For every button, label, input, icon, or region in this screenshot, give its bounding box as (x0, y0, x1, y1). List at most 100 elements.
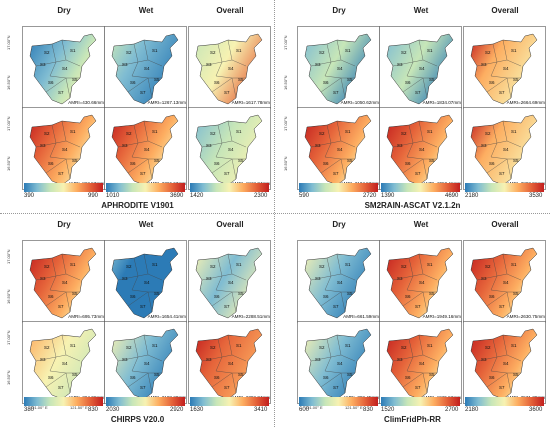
subbasin-boundary (55, 59, 67, 63)
region-label: S1 (70, 343, 76, 348)
region-label: S5 (347, 372, 353, 377)
column-header-wet: Wet (413, 220, 429, 229)
subbasin-boundary (402, 291, 424, 307)
region-label: S3 (481, 357, 487, 362)
region-label: S4 (419, 361, 425, 366)
region-label: S2 (401, 50, 407, 55)
colorbar (299, 183, 378, 192)
region-label: S1 (511, 129, 517, 134)
region-label: S5 (347, 158, 353, 163)
lat-tick-label: 16.50°N (6, 370, 11, 386)
colorbar-max-label: 3600 (529, 407, 543, 413)
subbasin-boundary (201, 356, 223, 362)
region-label: S5 (347, 291, 353, 296)
colorbar (381, 183, 460, 192)
region-label: S1 (70, 48, 76, 53)
subbasin-boundary (221, 59, 233, 63)
colorbar-min-label: 1390 (381, 193, 395, 199)
region-label: S3 (122, 276, 128, 281)
subbasin-boundary (340, 77, 346, 99)
colorbar-min-label: 2030 (106, 407, 120, 413)
subbasin-boundary (320, 372, 342, 388)
dataset-title: CHIRPS V20.0 (110, 415, 165, 424)
region-label: S4 (419, 147, 425, 152)
subbasin-boundary (330, 59, 342, 63)
subbasin-boundary (392, 61, 414, 67)
map-panel: S1 S2 S3 S4 S5 S6 S7 AMRI=430.66mm (22, 26, 105, 109)
region-label: S4 (337, 147, 343, 152)
colorbar (106, 183, 185, 192)
dataset-title: ClimFridPh-RR (384, 415, 441, 424)
amri-label: AMRI=1050.62mm (341, 100, 380, 105)
subbasin-boundary (147, 372, 153, 394)
region-label: S1 (345, 48, 351, 53)
subbasin-boundary (412, 140, 424, 144)
region-label: S7 (333, 304, 339, 309)
subbasin-boundary (117, 275, 139, 281)
amri-label: AMRI=1267.13mm (148, 100, 187, 105)
colorbar (24, 397, 103, 406)
colorbar-min-label: 590 (299, 193, 310, 199)
column-header-wet: Wet (138, 220, 154, 229)
amri-label: AMRI=695.73mm (68, 314, 104, 319)
region-label: S5 (429, 158, 435, 163)
region-label: S3 (40, 357, 46, 362)
region-label: S3 (397, 276, 403, 281)
subbasin-boundary (45, 158, 67, 174)
lat-tick-label: 17.00°N (283, 35, 288, 51)
colorbar-min-label: 2180 (465, 407, 479, 413)
subbasin-boundary (422, 158, 428, 180)
region-label: S5 (347, 77, 353, 82)
basin-map: S1 S2 S3 S4 S5 S6 S7 AMRI=661.59mm (297, 240, 380, 323)
region-label: S4 (144, 66, 150, 71)
region-label: S6 (323, 375, 329, 380)
region-label: S6 (323, 80, 329, 85)
colorbar (465, 183, 544, 192)
region-label: S5 (238, 291, 244, 296)
colorbar-max-label: 830 (363, 407, 374, 413)
region-label: S2 (319, 264, 325, 269)
subbasin-boundary (137, 354, 149, 358)
subbasin-boundary (310, 275, 332, 281)
region-label: S3 (40, 62, 46, 67)
subbasin-boundary (221, 140, 233, 144)
map-panel: S1 S2 S3 S4 S5 S6 S7 AMRI=1949.16mm (379, 240, 462, 323)
region-label: S5 (513, 291, 519, 296)
subbasin-boundary (201, 142, 223, 148)
region-label: S7 (415, 171, 421, 176)
region-label: S2 (210, 345, 216, 350)
region-label: S5 (513, 372, 519, 377)
region-label: S7 (333, 171, 339, 176)
region-label: S4 (503, 361, 509, 366)
map-panel: S1 S2 S3 S4 S5 S6 S7 AMRI=1654.41mm (104, 240, 187, 323)
region-label: S3 (397, 143, 403, 148)
subbasin-boundary (422, 372, 428, 394)
colorbar-min-label: 1010 (106, 193, 120, 199)
region-label: S6 (405, 375, 411, 380)
region-label: S7 (333, 90, 339, 95)
region-label: S1 (511, 262, 517, 267)
lat-tick-label: 16.50°N (6, 289, 11, 305)
region-label: S5 (72, 372, 78, 377)
lat-tick-label: 17.00°N (6, 330, 11, 346)
lat-tick-label: 16.50°N (283, 156, 288, 172)
region-label: S2 (485, 131, 491, 136)
colorbar (190, 183, 269, 192)
subbasin-boundary (422, 77, 428, 99)
region-label: S2 (485, 50, 491, 55)
map-panel: S1 S2 S3 S4 S5 S6 S7 AMRI=2630.75mm (463, 240, 546, 323)
lat-tick-label: 17.00°N (283, 116, 288, 132)
colorbar-min-label: 380 (24, 407, 35, 413)
column-header-dry: Dry (332, 6, 346, 15)
lon-tick-label: 121.00° E (305, 405, 323, 410)
subbasin-boundary (506, 77, 512, 99)
region-label: S3 (122, 357, 128, 362)
